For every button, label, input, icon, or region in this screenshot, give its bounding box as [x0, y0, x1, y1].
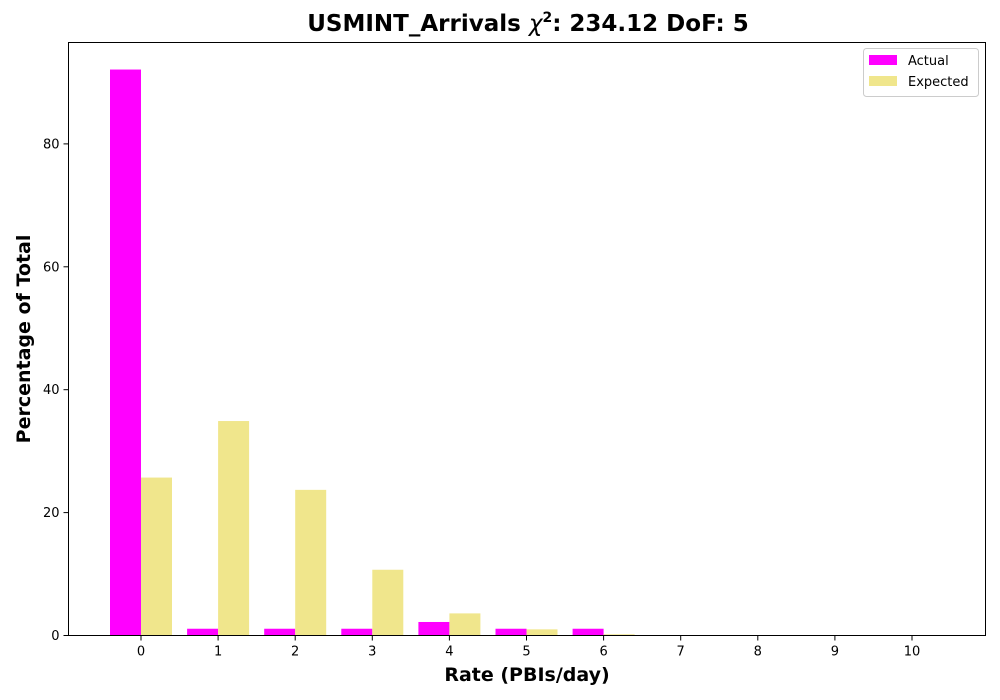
- x-axis-label: Rate (PBIs/day): [444, 664, 609, 686]
- x-tick-label: 0: [137, 645, 145, 660]
- chart-title-chi: χ: [527, 11, 544, 37]
- x-tick-label: 2: [291, 645, 299, 660]
- y-tick-label: 80: [43, 137, 60, 152]
- x-tick-label: 7: [677, 645, 685, 660]
- y-axis-label: Percentage of Total: [13, 235, 35, 444]
- bar-actual-0: [110, 69, 141, 636]
- x-tick-label: 3: [368, 645, 376, 660]
- bar-expected-6: [603, 634, 635, 636]
- plot-frame: [68, 42, 986, 636]
- y-tick-label: 20: [43, 506, 60, 521]
- bar-expected-3: [372, 569, 404, 636]
- x-tick-label: 8: [754, 645, 762, 660]
- bar-actual-1: [187, 628, 219, 636]
- x-ticks-group: 0 1 2 3 4 5 6 7 8 9 10: [137, 635, 921, 660]
- x-tick-label: 6: [599, 645, 607, 660]
- bar-expected-4: [449, 613, 481, 636]
- x-tick-label: 9: [831, 645, 839, 660]
- x-tick-label: 4: [445, 645, 453, 660]
- bar-actual-5: [495, 628, 527, 636]
- legend-label-actual: Actual: [908, 54, 949, 69]
- bar-expected-5: [526, 629, 558, 636]
- y-tick-label: 40: [43, 383, 60, 398]
- y-tick-label: 0: [51, 629, 59, 644]
- bar-actual-2: [264, 628, 296, 636]
- x-tick-label: 1: [214, 645, 222, 660]
- chart-title-name: USMINT_Arrivals: [307, 11, 521, 37]
- y-tick-label: 60: [43, 260, 60, 275]
- legend-label-expected: Expected: [908, 75, 969, 90]
- chart-title-superscript: 2: [542, 10, 552, 26]
- bar-expected-2: [295, 489, 327, 636]
- chart-title: USMINT_Arrivals χ2: 234.12 DoF: 5: [307, 10, 749, 37]
- bar-expected-0: [141, 477, 172, 636]
- legend-swatch-expected: [869, 76, 897, 86]
- x-tick-label: 10: [904, 645, 921, 660]
- bar-actual-6: [572, 628, 604, 636]
- bar-actual-3: [341, 628, 373, 636]
- chart-title-stats: : 234.12 DoF: 5: [552, 11, 749, 37]
- legend: Actual Expected: [863, 48, 979, 97]
- bar-actual-4: [418, 621, 450, 636]
- bars-group: [110, 69, 789, 636]
- y-ticks-group: 0 20 40 60 80: [43, 137, 69, 644]
- bar-expected-1: [218, 421, 250, 636]
- legend-swatch-actual: [869, 55, 897, 65]
- x-tick-label: 5: [522, 645, 530, 660]
